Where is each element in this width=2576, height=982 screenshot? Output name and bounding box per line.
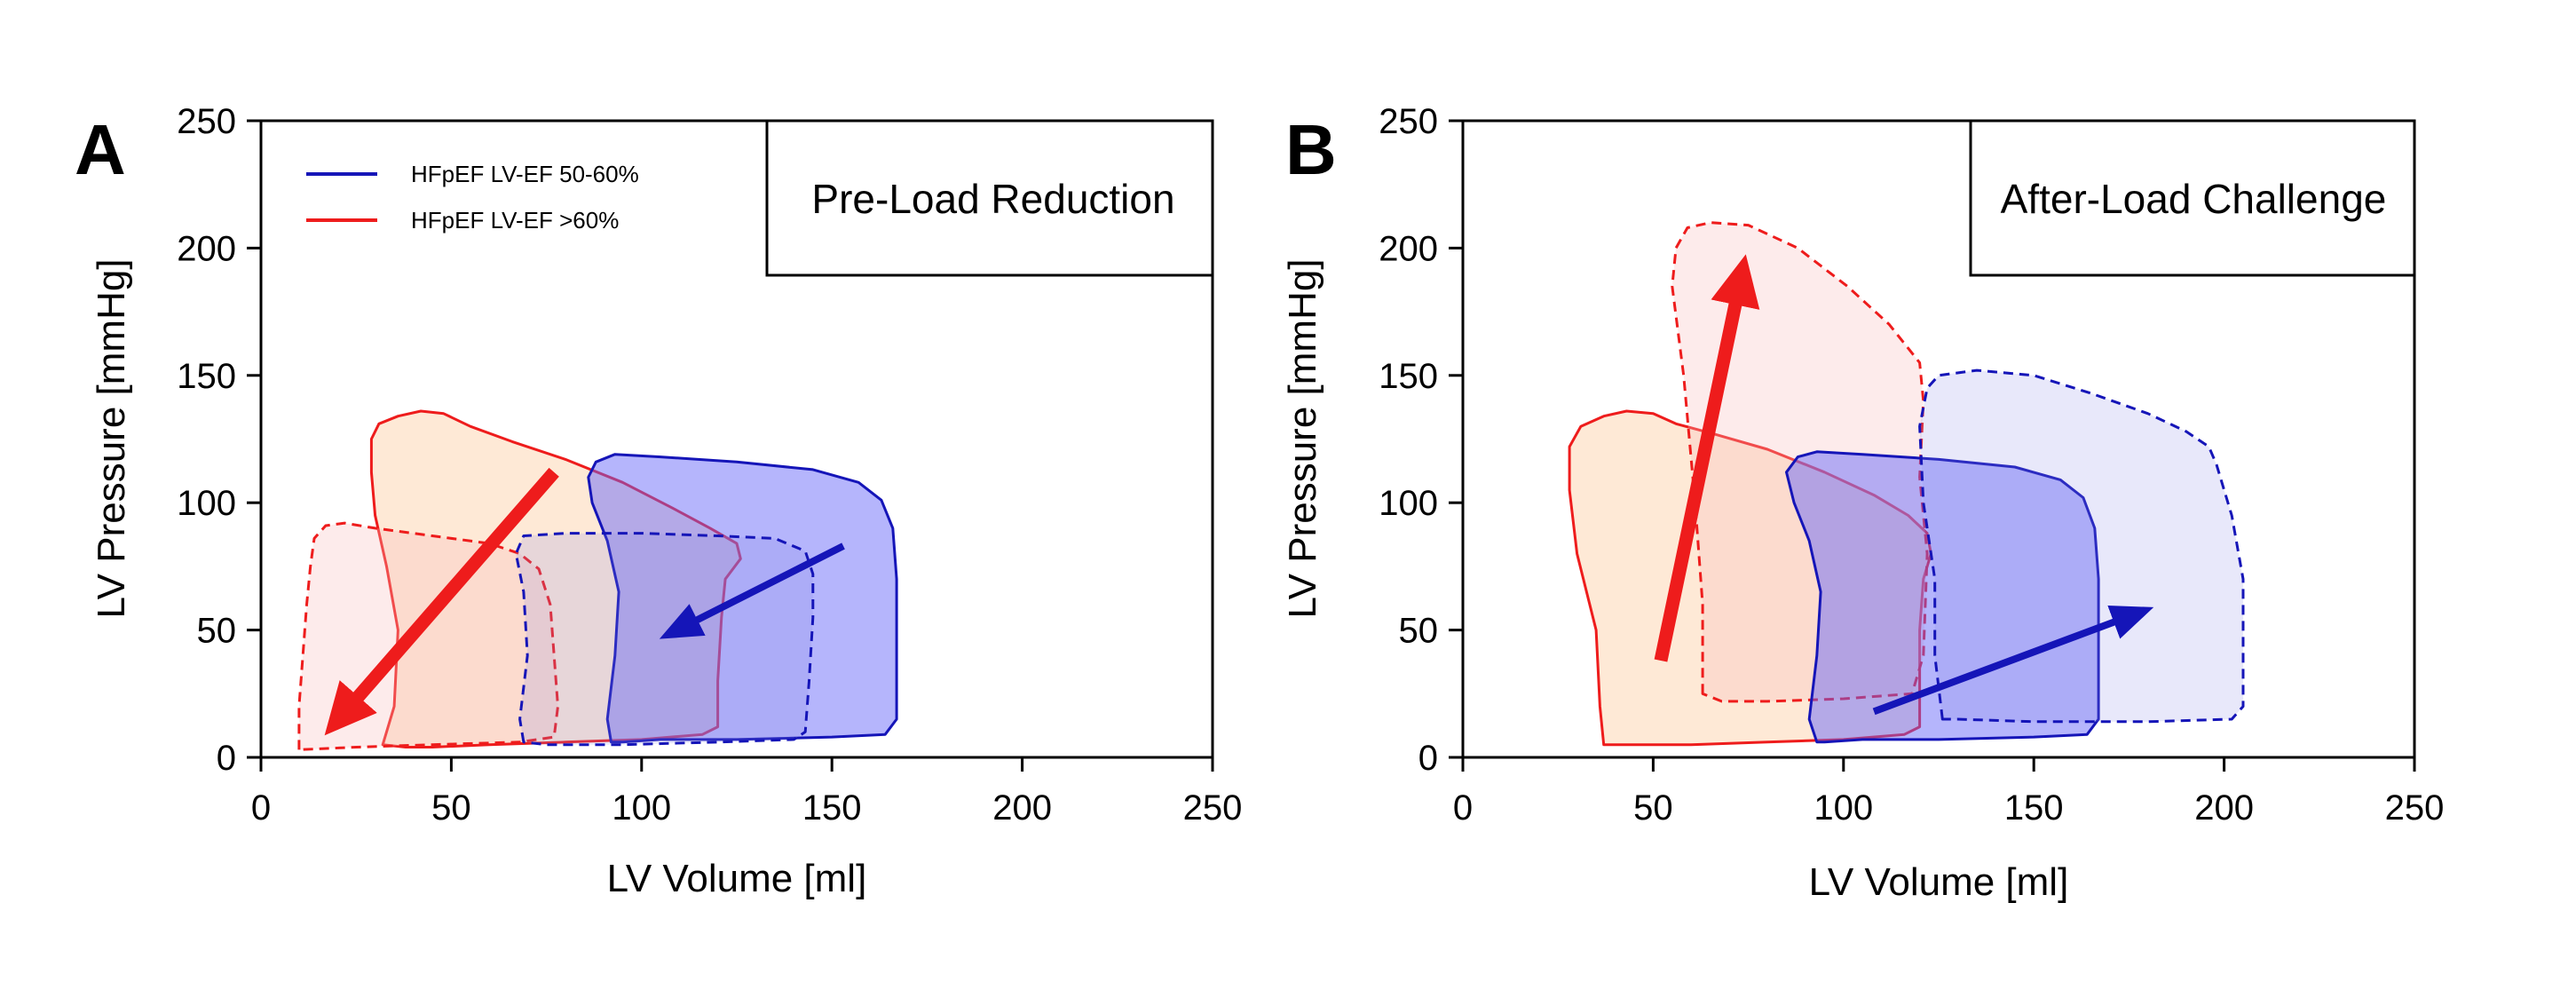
panel-b-y-axis-title: LV Pressure [mmHg]	[1281, 258, 1324, 618]
panel-b-y-tick-label: 100	[1379, 484, 1438, 523]
panel-b-y-tick-label: 250	[1379, 102, 1438, 141]
panel-a-letter: A	[75, 110, 126, 189]
panel-b-x-tick-label: 50	[1633, 788, 1673, 828]
panel-b-y-tick-label: 200	[1379, 229, 1438, 268]
panel-a-y-tick-label: 250	[177, 102, 236, 141]
panel-a-axes-frame	[259, 119, 1214, 759]
panel-a-y-tick-label: 150	[177, 357, 236, 396]
panel-a-condition-label: Pre-Load Reduction	[811, 176, 1174, 222]
panel-b-plot-area	[1568, 221, 2245, 747]
panel-b-pv-loop-blue-dashed	[1918, 368, 2245, 724]
panel-b-y-tick-label: 0	[1418, 739, 1438, 778]
panel-a-y-tick-label: 0	[217, 739, 236, 778]
panel-a-x-axis-title: LV Volume [ml]	[607, 857, 867, 900]
panel-a-x-tick-label: 150	[802, 788, 862, 828]
legend-label-ef-50-60: HFpEF LV-EF 50-60%	[411, 161, 639, 187]
panel-a-arrow-blue	[659, 542, 845, 639]
panel-b-ticks: 0 50 100 150 200 250 0 50 100 150 200 250	[1379, 102, 2444, 828]
panel-a-condition-box	[765, 119, 1214, 277]
panel-a-x-tick-label: 200	[992, 788, 1052, 828]
panel-b-x-tick-label: 100	[1813, 788, 1873, 828]
panel-a-pv-loop-red-solid	[369, 409, 742, 748]
panel-b-axes-frame	[1461, 119, 2416, 759]
panel-b: B 0 50 100 150 200 250 0 50 100 150 200 250 LV Volu…	[1281, 102, 2444, 904]
panel-a-arrow-red	[324, 467, 559, 736]
panel-a-y-tick-label: 100	[177, 484, 236, 523]
panel-b-pv-loop-red-dashed	[1671, 221, 1929, 703]
panel-b-arrow-blue	[1872, 605, 2154, 716]
panel-a-y-axis-title: LV Pressure [mmHg]	[90, 258, 133, 618]
panel-a-plot-area	[297, 409, 898, 751]
panel-a-x-tick-label: 50	[431, 788, 471, 828]
panel-b-x-tick-label: 250	[2385, 788, 2445, 828]
panel-a-ticks: 0 50 100 150 200 250 0 50 100 150 200 250	[177, 102, 1242, 828]
panel-b-letter: B	[1285, 110, 1337, 189]
panel-b-x-tick-label: 200	[2194, 788, 2254, 828]
legend-label-ef-60-plus: HFpEF LV-EF >60%	[411, 207, 619, 234]
panel-a-y-tick-label: 200	[177, 229, 236, 268]
panel-b-condition-label: After-Load Challenge	[2001, 176, 2387, 222]
panel-a-pv-loop-blue-dashed	[514, 532, 815, 747]
panel-a-x-tick-label: 100	[612, 788, 671, 828]
legend: HFpEF LV-EF 50-60% HFpEF LV-EF >60%	[306, 161, 639, 234]
panel-b-arrow-red	[1654, 254, 1760, 662]
panel-b-x-tick-label: 0	[1453, 788, 1473, 828]
panel-a-x-tick-label: 250	[1183, 788, 1243, 828]
panel-b-y-tick-label: 150	[1379, 357, 1438, 396]
panel-b-condition-box	[1969, 119, 2416, 277]
panel-b-x-axis-title: LV Volume [ml]	[1809, 860, 2069, 904]
panel-a-x-tick-label: 0	[251, 788, 271, 828]
panel-b-pv-loop-blue-solid	[1785, 450, 2100, 744]
panel-b-pv-loop-red-solid	[1568, 409, 1932, 747]
panel-b-y-tick-label: 50	[1399, 612, 1439, 651]
panel-a-y-tick-label: 50	[197, 612, 237, 651]
panel-b-x-tick-label: 150	[2004, 788, 2064, 828]
panel-a: A 0 50 100 150 200 250 0 50 100 150 200 250 LV Volu…	[75, 102, 1242, 900]
